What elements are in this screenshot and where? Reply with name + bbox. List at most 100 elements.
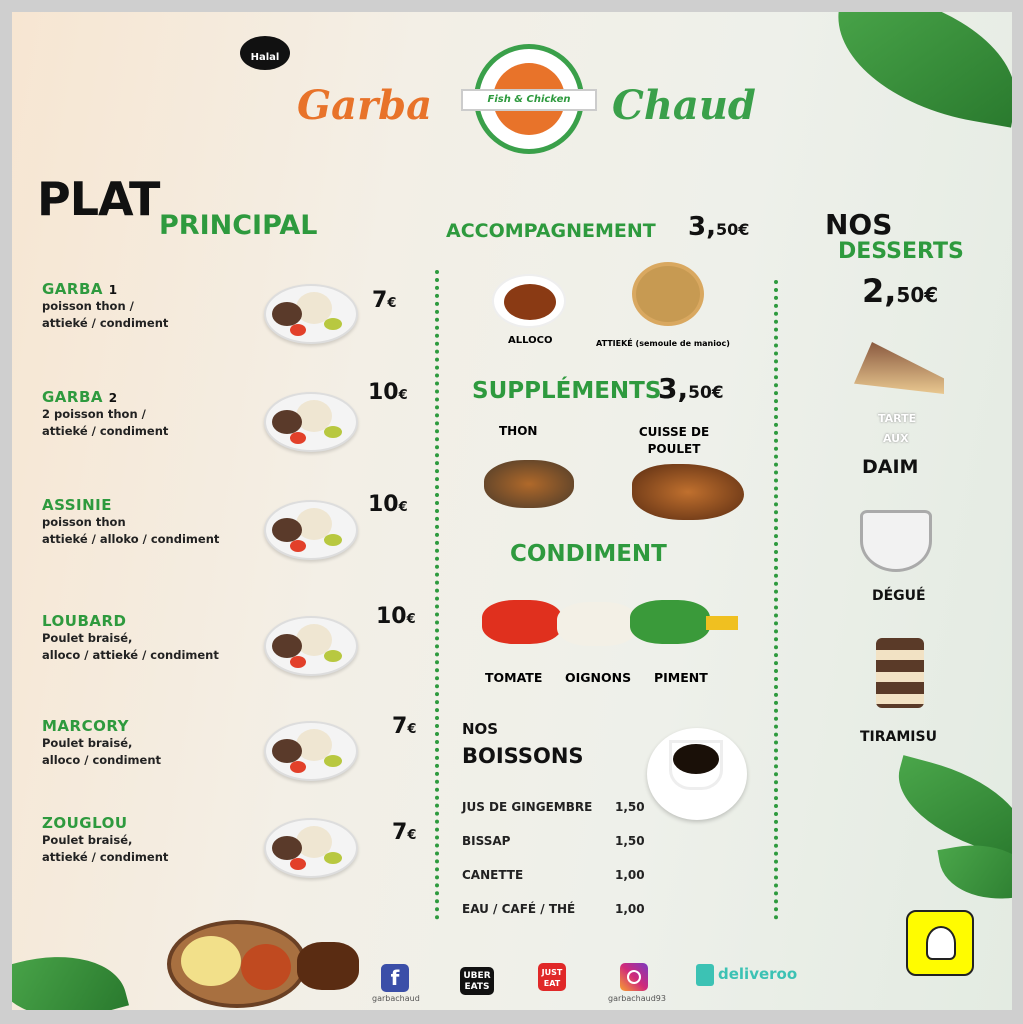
plat-title: PLAT	[37, 172, 160, 226]
dish-desc: attieké / condiment	[42, 316, 169, 330]
dish-image	[264, 721, 358, 781]
drink-price: 1,00	[615, 868, 645, 882]
price-big: 3,	[658, 372, 689, 405]
dish-name: ASSINIE	[42, 496, 113, 514]
leaf-decoration	[823, 12, 1012, 128]
boissons-title: BOISSONS	[462, 744, 584, 768]
dish-name: LOUBARD	[42, 612, 127, 630]
desserts-price: 2,50€	[862, 272, 938, 310]
dish-name: GARBA	[42, 280, 104, 298]
desserts-title: DESSERTS	[838, 239, 964, 264]
dish-desc: poisson thon /	[42, 299, 134, 313]
tomate-image	[482, 600, 562, 644]
dish-image	[264, 284, 358, 344]
dessert-label: AUX	[883, 432, 909, 445]
dish-image	[264, 392, 358, 452]
dish-number: 1	[108, 283, 118, 297]
dish-item: ASSINIE poisson thon attieké / alloko / …	[42, 496, 219, 548]
price-value: 7	[392, 820, 408, 845]
dish-desc: poisson thon	[42, 515, 126, 529]
snapchat-ghost-icon	[926, 926, 956, 960]
dish-price: 10€	[368, 380, 408, 405]
dish-name: MARCORY	[42, 717, 129, 735]
drink-price: 1,00	[615, 902, 645, 916]
halal-label: Halal	[250, 52, 280, 63]
currency: €	[407, 722, 417, 737]
oignons-image	[557, 602, 637, 646]
menu-poster: Halal Garba Fish & Chicken Chaud PLAT PR…	[12, 12, 1012, 1010]
halal-badge: Halal	[240, 36, 290, 70]
condiment-item: PIMENT	[654, 670, 708, 685]
price-big: 3,	[688, 212, 716, 242]
instagram-handle[interactable]: garbachaud93	[608, 994, 666, 1003]
dish-desc: Poulet braisé,	[42, 833, 133, 847]
drink-name: JUS DE GINGEMBRE	[462, 800, 593, 814]
price-small: 50€	[715, 220, 750, 239]
dish-desc: attieké / alloko / condiment	[42, 532, 220, 546]
desserts-title-top: NOS	[825, 208, 893, 241]
instagram-icon[interactable]	[620, 963, 648, 991]
dish-image	[264, 500, 358, 560]
deliveroo-label[interactable]: deliveroo	[718, 965, 798, 983]
price-value: 10	[368, 492, 399, 517]
leaf-decoration	[12, 937, 130, 1010]
dish-desc: attieké / condiment	[42, 850, 169, 864]
attieke-image	[632, 262, 704, 326]
dish-desc: alloco / condiment	[42, 753, 162, 767]
logo: Fish & Chicken	[461, 44, 597, 154]
dish-image	[264, 616, 358, 676]
accomp-item: ALLOCO	[508, 335, 553, 346]
price-value: 7	[372, 288, 388, 313]
condiment-item: OIGNONS	[565, 670, 632, 685]
divider	[774, 280, 778, 920]
condiment-title: CONDIMENT	[510, 541, 667, 567]
dish-desc: Poulet braisé,	[42, 736, 133, 750]
facebook-handle[interactable]: garbachaud	[372, 994, 420, 1003]
accomp-item: ATTIEKÉ (semoule de manioc)	[596, 339, 730, 348]
dish-price: 7€	[392, 714, 416, 739]
price-big: 2,	[862, 272, 897, 310]
poulet-image	[632, 464, 744, 520]
justeat-icon[interactable]: JUST EAT	[538, 963, 566, 991]
dessert-name: DAIM	[862, 456, 919, 478]
principal-title: PRINCIPAL	[159, 210, 318, 241]
drink-name: CANETTE	[462, 868, 524, 882]
snapchat-code[interactable]	[906, 910, 974, 976]
brand-left: Garba	[297, 82, 433, 129]
currency: €	[398, 388, 408, 403]
degue-image	[860, 510, 932, 572]
dish-name: ZOUGLOU	[42, 814, 128, 832]
currency: €	[407, 828, 417, 843]
dish-desc: alloco / attieké / condiment	[42, 648, 219, 662]
piment-image	[630, 600, 710, 644]
dish-number: 2	[108, 391, 118, 405]
brand-right: Chaud	[612, 82, 756, 129]
dish-desc: 2 poisson thon /	[42, 407, 146, 421]
dish-desc: attieké / condiment	[42, 424, 169, 438]
dish-item: GARBA 1 poisson thon / attieké / condime…	[42, 280, 168, 332]
dessert-label: TARTE	[878, 412, 917, 425]
drink-price: 1,50	[615, 834, 645, 848]
dessert-name: DÉGUÉ	[872, 588, 926, 604]
condiment-item: TOMATE	[485, 670, 543, 685]
alloco-image	[492, 274, 566, 328]
currency: €	[398, 500, 408, 515]
price-value: 10	[368, 380, 399, 405]
currency: €	[387, 296, 397, 311]
deliveroo-icon[interactable]	[696, 964, 714, 986]
facebook-icon[interactable]: f	[381, 964, 409, 992]
dessert-name: TIRAMISU	[860, 729, 937, 745]
dish-item: MARCORY Poulet braisé, alloco / condimen…	[42, 717, 161, 769]
dish-price: 10€	[368, 492, 408, 517]
dish-item: LOUBARD Poulet braisé, alloco / attieké …	[42, 612, 219, 664]
cube-image	[706, 616, 738, 630]
ubereats-icon[interactable]: UBER EATS	[460, 967, 494, 995]
dish-price: 10€	[376, 604, 416, 629]
dish-item: GARBA 2 2 poisson thon / attieké / condi…	[42, 388, 168, 440]
dish-desc: Poulet braisé,	[42, 631, 133, 645]
price-small: 50€	[688, 383, 724, 403]
grilled-chicken-image	[297, 942, 359, 990]
supp-item: CUISSE DE POULET	[638, 425, 710, 456]
dish-price: 7€	[372, 288, 396, 313]
leaf-decoration	[885, 755, 1012, 859]
